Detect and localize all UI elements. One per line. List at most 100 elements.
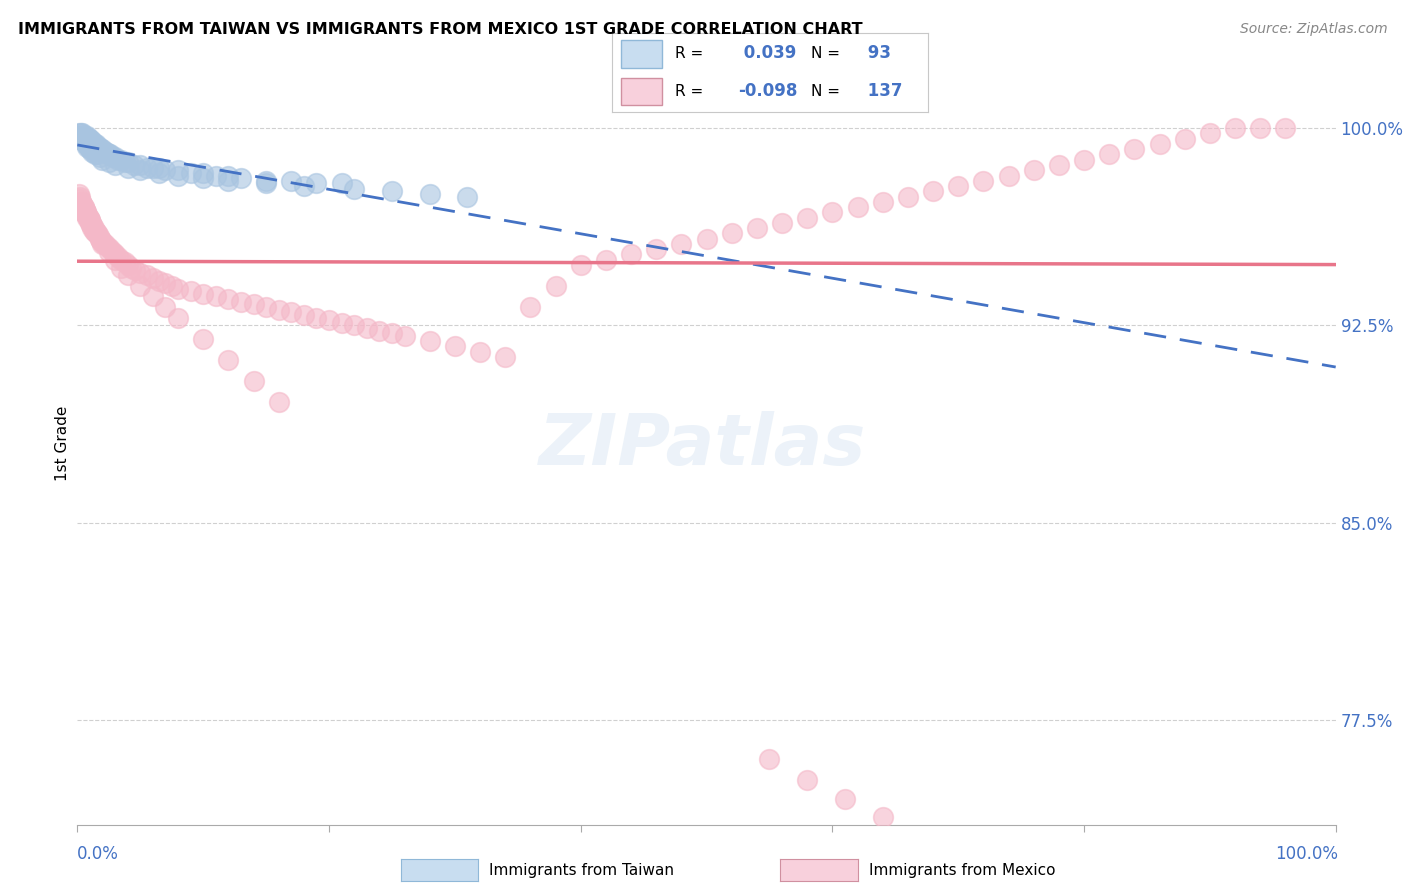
Point bbox=[83, 224, 105, 238]
Text: 0.0%: 0.0% bbox=[77, 845, 120, 863]
Point bbox=[75, 205, 97, 219]
Point bbox=[796, 211, 818, 225]
Point bbox=[76, 131, 98, 145]
Point bbox=[72, 131, 94, 145]
Point bbox=[671, 236, 693, 251]
Point bbox=[821, 205, 844, 219]
Point bbox=[117, 161, 139, 175]
Point bbox=[104, 247, 127, 261]
Point bbox=[70, 200, 93, 214]
Point bbox=[72, 202, 94, 217]
Point bbox=[305, 310, 328, 325]
Point bbox=[305, 177, 328, 191]
Point bbox=[75, 134, 97, 148]
Point bbox=[217, 169, 239, 183]
Point bbox=[846, 200, 869, 214]
Point bbox=[104, 158, 127, 172]
Point bbox=[72, 134, 94, 148]
Point bbox=[129, 163, 152, 178]
Point bbox=[229, 171, 252, 186]
Point bbox=[94, 236, 117, 251]
Point bbox=[135, 268, 157, 283]
Point bbox=[419, 186, 441, 201]
Point bbox=[167, 310, 190, 325]
Text: ZIPatlas: ZIPatlas bbox=[540, 411, 866, 481]
Point bbox=[82, 219, 104, 233]
Text: -0.098: -0.098 bbox=[738, 82, 797, 100]
Point bbox=[84, 224, 107, 238]
Point bbox=[229, 294, 252, 309]
Point bbox=[1174, 131, 1197, 145]
Point bbox=[79, 131, 101, 145]
Point bbox=[90, 142, 112, 156]
Point bbox=[117, 258, 139, 272]
Point bbox=[91, 153, 114, 167]
Text: IMMIGRANTS FROM TAIWAN VS IMMIGRANTS FROM MEXICO 1ST GRADE CORRELATION CHART: IMMIGRANTS FROM TAIWAN VS IMMIGRANTS FRO… bbox=[18, 22, 863, 37]
Point bbox=[242, 374, 264, 388]
Point bbox=[114, 255, 136, 269]
Point bbox=[72, 129, 94, 144]
Point bbox=[86, 227, 108, 241]
Point bbox=[292, 308, 315, 322]
Point bbox=[129, 266, 152, 280]
Point bbox=[76, 129, 98, 144]
Point bbox=[381, 326, 404, 341]
Point bbox=[148, 161, 170, 175]
Point bbox=[84, 136, 107, 151]
Point bbox=[519, 300, 541, 314]
Point bbox=[80, 136, 103, 151]
Point bbox=[84, 227, 107, 241]
Point bbox=[72, 202, 94, 217]
Text: 100.0%: 100.0% bbox=[1275, 845, 1339, 863]
Point bbox=[97, 244, 120, 259]
Text: Source: ZipAtlas.com: Source: ZipAtlas.com bbox=[1240, 22, 1388, 37]
Point bbox=[79, 136, 101, 151]
Text: Immigrants from Taiwan: Immigrants from Taiwan bbox=[489, 863, 675, 878]
Point bbox=[76, 211, 98, 225]
Point bbox=[70, 194, 93, 209]
Point bbox=[242, 297, 264, 311]
Point bbox=[107, 250, 129, 264]
Point bbox=[620, 247, 643, 261]
Point bbox=[98, 147, 121, 161]
Point bbox=[129, 158, 152, 172]
Point bbox=[84, 147, 107, 161]
Point bbox=[419, 334, 441, 349]
Point bbox=[1123, 142, 1146, 156]
Point bbox=[1149, 136, 1171, 151]
Point bbox=[77, 136, 100, 151]
Point bbox=[155, 163, 177, 178]
Point bbox=[77, 131, 100, 145]
Point bbox=[770, 216, 793, 230]
Point bbox=[456, 189, 478, 203]
Text: R =: R = bbox=[675, 45, 703, 61]
Point bbox=[76, 208, 98, 222]
Point bbox=[180, 284, 202, 298]
Point bbox=[343, 318, 366, 333]
Point bbox=[75, 208, 97, 222]
Point bbox=[73, 202, 96, 217]
Point bbox=[72, 200, 94, 214]
Text: R =: R = bbox=[675, 84, 703, 99]
Point bbox=[93, 236, 115, 251]
Point bbox=[96, 239, 118, 253]
Point bbox=[696, 232, 718, 246]
Point bbox=[155, 300, 177, 314]
Point bbox=[72, 197, 94, 211]
Point bbox=[69, 192, 91, 206]
Point bbox=[89, 232, 111, 246]
Point bbox=[834, 792, 856, 806]
Point bbox=[254, 174, 277, 188]
Point bbox=[117, 155, 139, 169]
Point bbox=[191, 286, 215, 301]
Point bbox=[75, 131, 97, 145]
Point bbox=[72, 129, 94, 144]
Point bbox=[972, 174, 994, 188]
Point bbox=[84, 139, 107, 153]
Point bbox=[73, 129, 96, 144]
Point bbox=[70, 129, 93, 144]
Point bbox=[318, 313, 340, 327]
Text: N =: N = bbox=[811, 84, 839, 99]
Point bbox=[160, 279, 183, 293]
Point bbox=[356, 321, 378, 335]
